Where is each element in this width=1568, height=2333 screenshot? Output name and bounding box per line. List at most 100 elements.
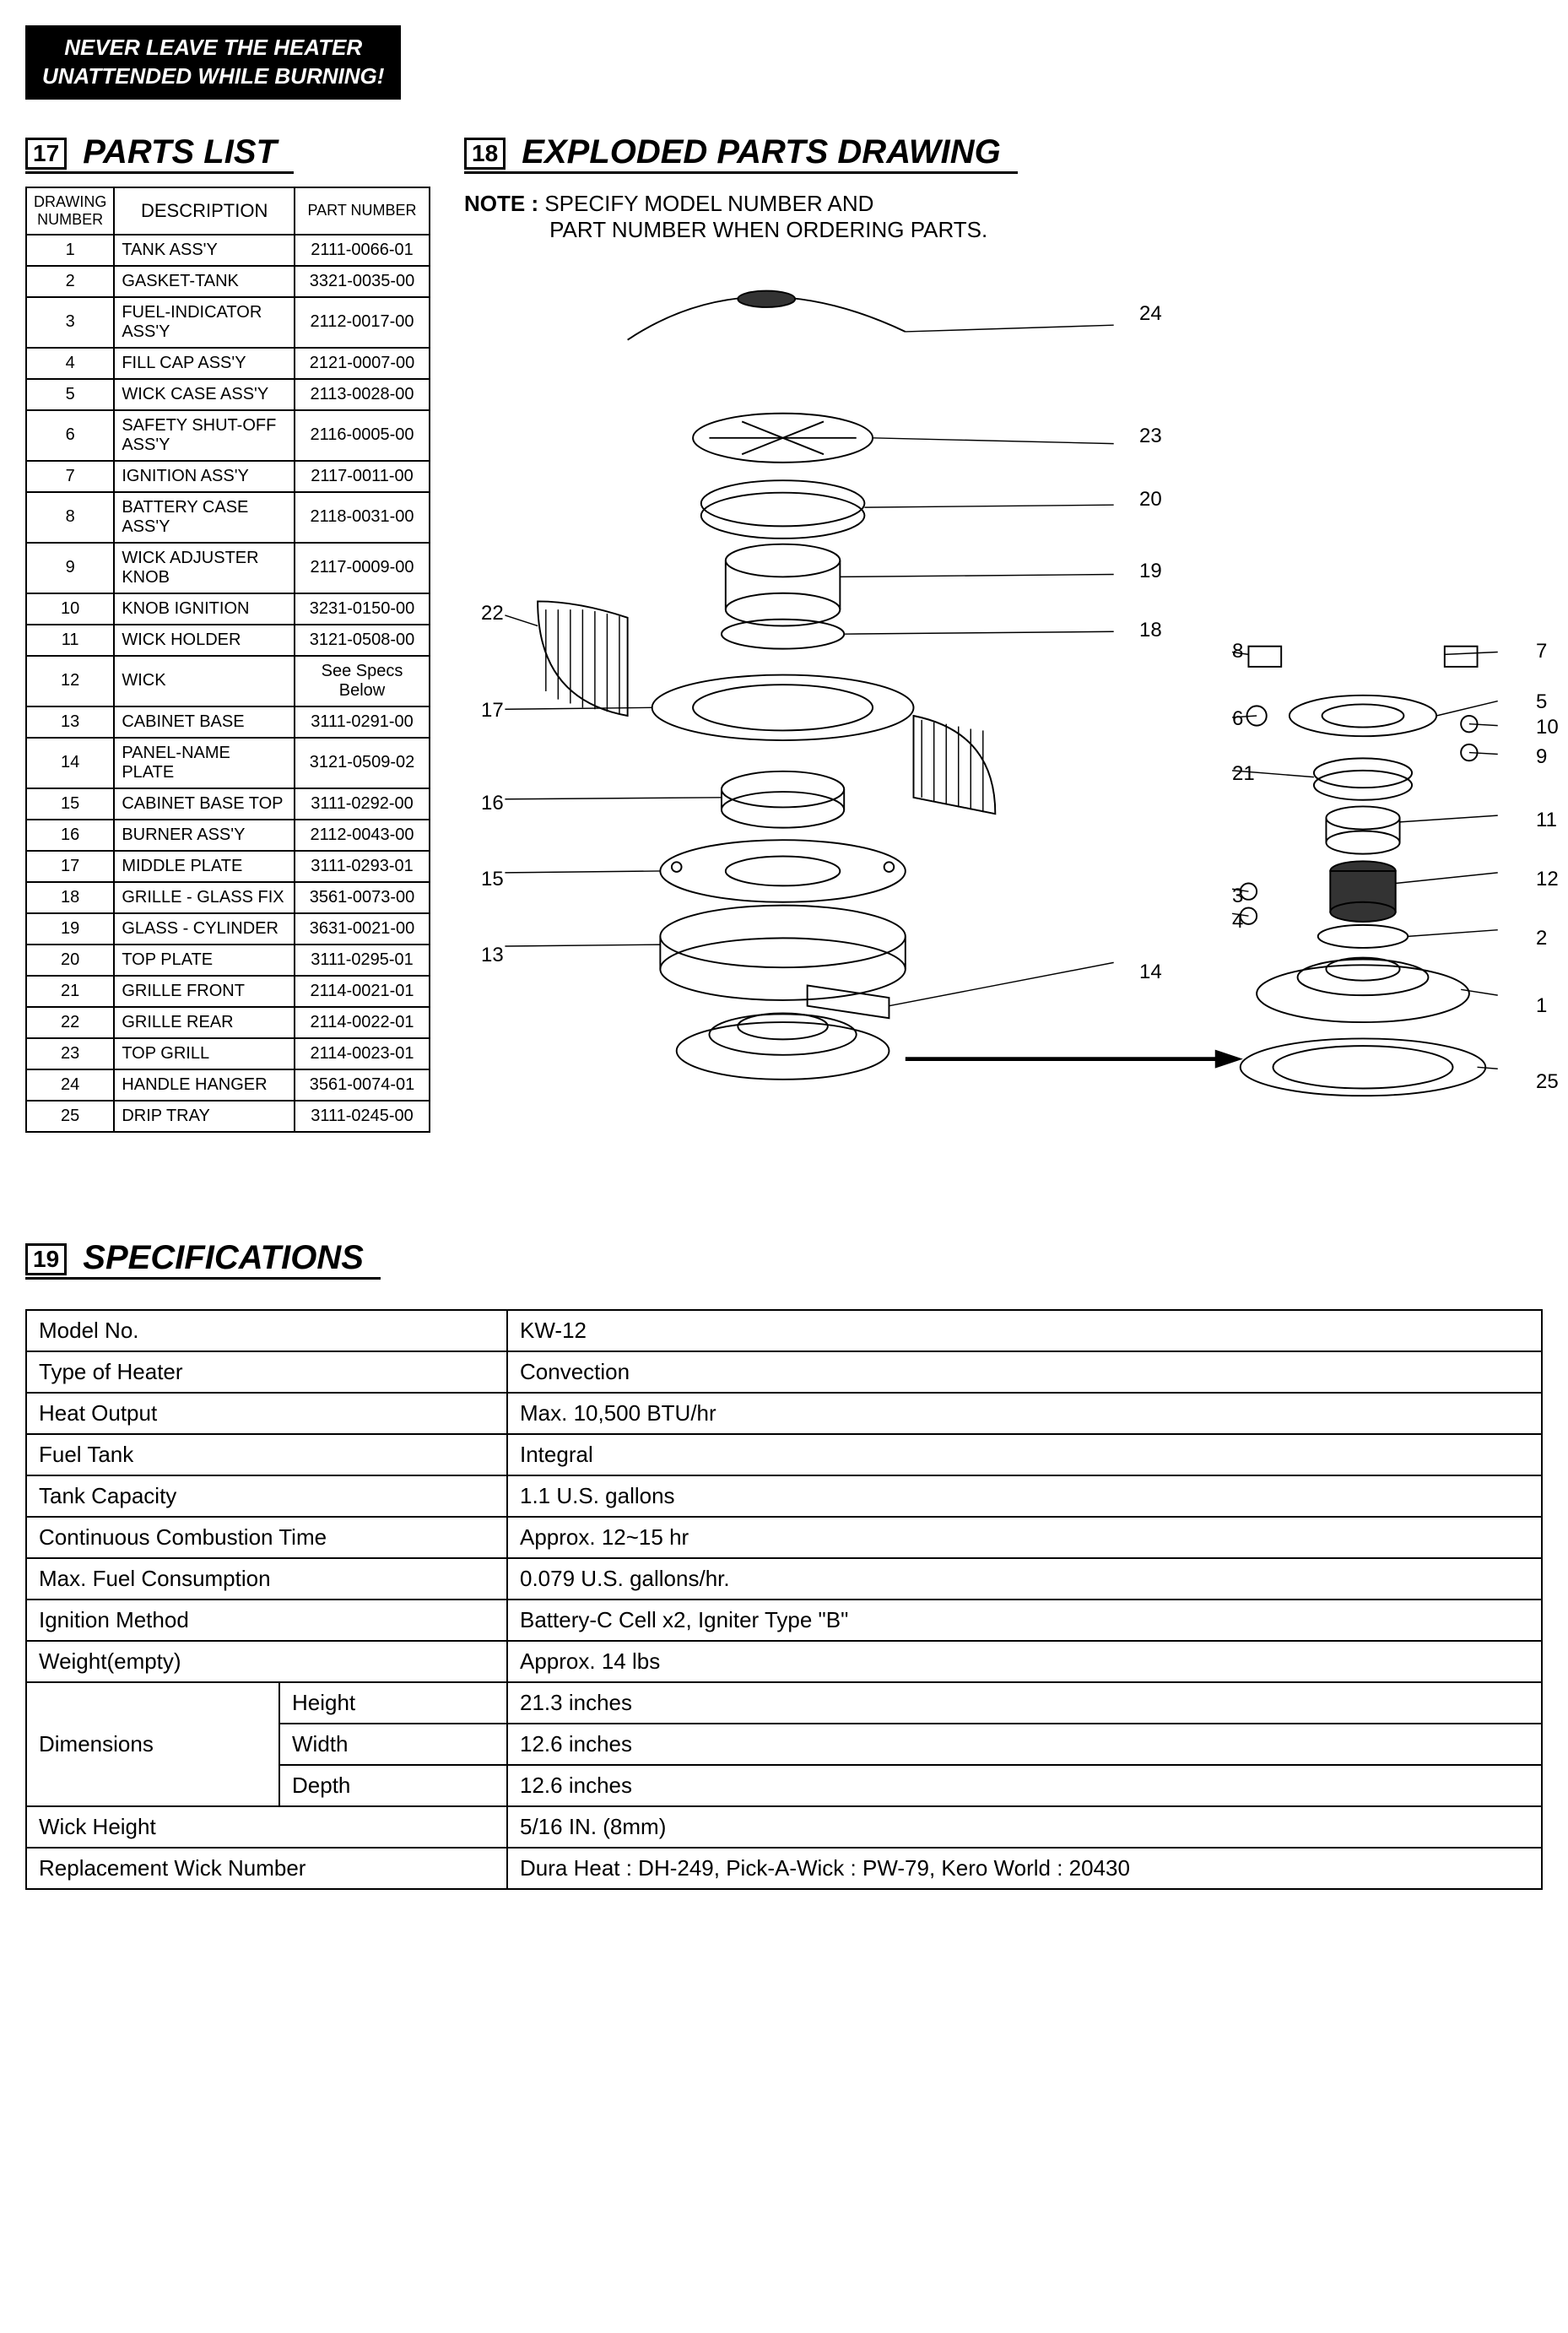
callout-7: 7 xyxy=(1536,640,1547,663)
part-desc: GRILLE - GLASS FIX xyxy=(114,882,295,913)
spec-dim-label: Dimensions xyxy=(26,1682,279,1806)
callout-22: 22 xyxy=(481,602,504,625)
part-number: 2112-0017-00 xyxy=(295,297,430,348)
part-number: 3561-0073-00 xyxy=(295,882,430,913)
parts-row: 6SAFETY SHUT-OFF ASS'Y2116-0005-00 xyxy=(26,410,430,461)
parts-row: 14PANEL-NAME PLATE3121-0509-02 xyxy=(26,738,430,788)
parts-row: 24HANDLE HANGER3561-0074-01 xyxy=(26,1069,430,1101)
specs-title: 19 SPECIFICATIONS xyxy=(25,1239,381,1280)
parts-row: 2GASKET-TANK3321-0035-00 xyxy=(26,266,430,297)
callout-24: 24 xyxy=(1139,302,1162,326)
part-number: 3111-0291-00 xyxy=(295,706,430,738)
part-number: 2114-0022-01 xyxy=(295,1007,430,1038)
part-desc: HANDLE HANGER xyxy=(114,1069,295,1101)
parts-list-title: 17 PARTS LIST xyxy=(25,133,294,174)
part-desc: CABINET BASE xyxy=(114,706,295,738)
callout-2: 2 xyxy=(1536,927,1547,950)
part-number: 3111-0245-00 xyxy=(295,1101,430,1132)
part-num: 13 xyxy=(26,706,114,738)
part-num: 9 xyxy=(26,543,114,593)
parts-row: 13CABINET BASE3111-0291-00 xyxy=(26,706,430,738)
part-num: 25 xyxy=(26,1101,114,1132)
spec-dim-sub: Height xyxy=(279,1682,507,1724)
parts-row: 20TOP PLATE3111-0295-01 xyxy=(26,945,430,976)
part-num: 8 xyxy=(26,492,114,543)
part-desc: WICK ADJUSTER KNOB xyxy=(114,543,295,593)
parts-row: 3FUEL-INDICATOR ASS'Y2112-0017-00 xyxy=(26,297,430,348)
part-desc: FILL CAP ASS'Y xyxy=(114,348,295,379)
parts-row: 9WICK ADJUSTER KNOB2117-0009-00 xyxy=(26,543,430,593)
part-number: 3231-0150-00 xyxy=(295,593,430,625)
spec-label: Max. Fuel Consumption xyxy=(26,1558,507,1600)
spec-dim-sub: Width xyxy=(279,1724,507,1765)
spec-value: 1.1 U.S. gallons xyxy=(507,1475,1542,1517)
parts-row: 21GRILLE FRONT2114-0021-01 xyxy=(26,976,430,1007)
parts-row: 16BURNER ASS'Y2112-0043-00 xyxy=(26,820,430,851)
spec-value: Approx. 14 lbs xyxy=(507,1641,1542,1682)
part-desc: WICK HOLDER xyxy=(114,625,295,656)
part-number: 2111-0066-01 xyxy=(295,235,430,266)
callout-11: 11 xyxy=(1536,809,1557,832)
callout-10: 10 xyxy=(1536,716,1559,739)
spec-value: Battery-C Cell x2, Igniter Type "B" xyxy=(507,1600,1542,1641)
part-desc: KNOB IGNITION xyxy=(114,593,295,625)
spec-label: Fuel Tank xyxy=(26,1434,507,1475)
parts-title-text: PARTS LIST xyxy=(83,133,277,171)
part-desc: TOP PLATE xyxy=(114,945,295,976)
callout-8: 8 xyxy=(1232,640,1243,663)
spec-value: 0.079 U.S. gallons/hr. xyxy=(507,1558,1542,1600)
section-number-18: 18 xyxy=(464,138,506,170)
part-desc: TOP GRILL xyxy=(114,1038,295,1069)
part-number: 3121-0509-02 xyxy=(295,738,430,788)
diagram-svg xyxy=(464,260,1543,1172)
spec-row: Weight(empty)Approx. 14 lbs xyxy=(26,1641,1542,1682)
spec-value: Approx. 12~15 hr xyxy=(507,1517,1542,1558)
spec-dim-value: 21.3 inches xyxy=(507,1682,1542,1724)
parts-row: 22GRILLE REAR2114-0022-01 xyxy=(26,1007,430,1038)
part-desc: BATTERY CASE ASS'Y xyxy=(114,492,295,543)
part-number: 3111-0293-01 xyxy=(295,851,430,882)
spec-label: Weight(empty) xyxy=(26,1641,507,1682)
warning-text: NEVER LEAVE THE HEATERUNATTENDED WHILE B… xyxy=(42,35,384,89)
part-desc: WICK CASE ASS'Y xyxy=(114,379,295,410)
part-number: 2117-0009-00 xyxy=(295,543,430,593)
parts-header-num: DRAWING NUMBER xyxy=(26,187,114,235)
part-num: 23 xyxy=(26,1038,114,1069)
part-num: 21 xyxy=(26,976,114,1007)
spec-row: Type of HeaterConvection xyxy=(26,1351,1542,1393)
part-number: 2114-0023-01 xyxy=(295,1038,430,1069)
part-desc: TANK ASS'Y xyxy=(114,235,295,266)
spec-value: 5/16 IN. (8mm) xyxy=(507,1806,1542,1848)
parts-row: 18GRILLE - GLASS FIX3561-0073-00 xyxy=(26,882,430,913)
spec-dim-sub: Depth xyxy=(279,1765,507,1806)
spec-row: Wick Height5/16 IN. (8mm) xyxy=(26,1806,1542,1848)
parts-row: 25DRIP TRAY3111-0245-00 xyxy=(26,1101,430,1132)
spec-dim-value: 12.6 inches xyxy=(507,1724,1542,1765)
callout-14: 14 xyxy=(1139,961,1162,984)
spec-label: Replacement Wick Number xyxy=(26,1848,507,1889)
note-label: NOTE : xyxy=(464,191,538,216)
spec-row: Replacement Wick NumberDura Heat : DH-24… xyxy=(26,1848,1542,1889)
specs-table: Model No.KW-12Type of HeaterConvection He… xyxy=(25,1309,1543,1890)
part-num: 11 xyxy=(26,625,114,656)
part-num: 17 xyxy=(26,851,114,882)
spec-row: Model No.KW-12 xyxy=(26,1310,1542,1351)
section-number-17: 17 xyxy=(25,138,67,170)
callout-25: 25 xyxy=(1536,1070,1559,1094)
part-num: 4 xyxy=(26,348,114,379)
part-desc: SAFETY SHUT-OFF ASS'Y xyxy=(114,410,295,461)
part-num: 6 xyxy=(26,410,114,461)
part-num: 20 xyxy=(26,945,114,976)
part-desc: FUEL-INDICATOR ASS'Y xyxy=(114,297,295,348)
part-number: 3111-0295-01 xyxy=(295,945,430,976)
parts-row: 1TANK ASS'Y2111-0066-01 xyxy=(26,235,430,266)
callout-12: 12 xyxy=(1536,868,1559,891)
parts-header-desc: DESCRIPTION xyxy=(114,187,295,235)
spec-dim-row: DimensionsHeight21.3 inches xyxy=(26,1682,1542,1724)
part-number: 3321-0035-00 xyxy=(295,266,430,297)
spec-label: Wick Height xyxy=(26,1806,507,1848)
part-number: 3561-0074-01 xyxy=(295,1069,430,1101)
part-num: 22 xyxy=(26,1007,114,1038)
part-number: 2121-0007-00 xyxy=(295,348,430,379)
part-number: 3111-0292-00 xyxy=(295,788,430,820)
